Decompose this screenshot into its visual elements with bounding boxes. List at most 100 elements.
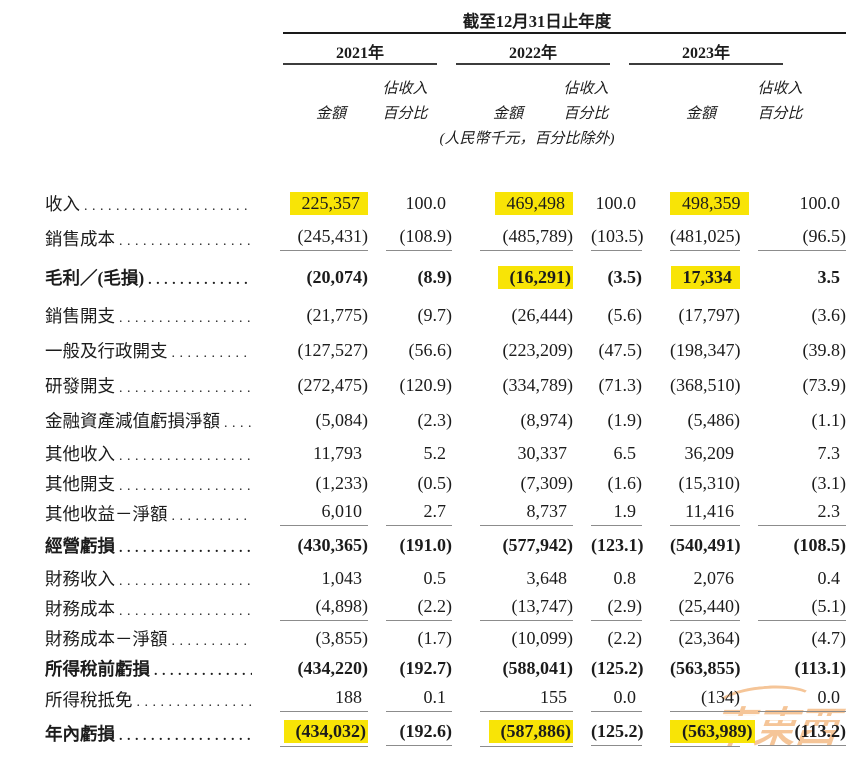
percent-cell: (1.6) bbox=[573, 468, 643, 498]
percent-cell: 0.5 bbox=[368, 563, 452, 593]
percent-cell: (191.0) bbox=[368, 528, 453, 563]
percent-cell: (5.6) bbox=[573, 298, 643, 333]
cell-value: (434,032) bbox=[295, 720, 367, 741]
cell-value: (123.1) bbox=[591, 535, 644, 555]
table-row: 銷售開支....................................… bbox=[30, 298, 846, 333]
amount-cell: (198,347) bbox=[642, 333, 741, 368]
cell-value: 0.0 bbox=[817, 687, 841, 707]
cell-value: (10,099) bbox=[511, 627, 574, 648]
header-top-rule bbox=[283, 32, 846, 34]
percent-cell: 2.3 bbox=[740, 498, 846, 528]
percent-cell: (103.5) bbox=[573, 221, 644, 256]
cell-value: (3,855) bbox=[315, 627, 369, 648]
percent-cell: 100.0 bbox=[368, 186, 452, 221]
cell-value: (272,475) bbox=[297, 375, 369, 395]
percent-cell: 2.7 bbox=[368, 498, 452, 528]
cell-value: (540,491) bbox=[670, 535, 741, 555]
percent-cell: (56.6) bbox=[368, 333, 453, 368]
cell-value: (5.6) bbox=[607, 305, 643, 325]
percent-cell: (3.1) bbox=[740, 468, 847, 498]
cell-value: 2,076 bbox=[693, 567, 735, 588]
cell-value: 0.1 bbox=[423, 687, 447, 707]
amount-cell: (563,989) bbox=[642, 715, 755, 751]
amount-cell: 2,076 bbox=[642, 563, 740, 593]
percent-cell: (113.2) bbox=[740, 715, 846, 751]
table-row: 其他開支....................................… bbox=[30, 468, 846, 498]
cell-value: (17,797) bbox=[678, 305, 741, 325]
income-statement-table: 收入......................................… bbox=[30, 186, 846, 751]
cell-value: 225,357 bbox=[301, 193, 361, 213]
percent-cell: 1.9 bbox=[573, 498, 642, 528]
cell-value: 5.2 bbox=[423, 442, 447, 463]
percent-cell: 0.0 bbox=[740, 684, 846, 715]
cell-value: (2.2) bbox=[417, 595, 453, 616]
cell-value: (563,989) bbox=[682, 720, 753, 741]
cell-value: 17,334 bbox=[682, 266, 733, 287]
cell-value: 100.0 bbox=[799, 193, 841, 213]
cell-value: (125.2) bbox=[591, 720, 644, 741]
cell-value: (73.9) bbox=[802, 375, 847, 395]
cell-value: (120.9) bbox=[399, 375, 453, 395]
cell-value: 100.0 bbox=[405, 193, 447, 213]
percent-cell: (108.5) bbox=[740, 528, 847, 563]
amount-cell: (26,444) bbox=[452, 298, 574, 333]
amount-cell: 17,334 bbox=[642, 256, 740, 298]
percent-cell: (71.3) bbox=[573, 368, 643, 403]
percent-cell: (108.9) bbox=[368, 221, 452, 256]
amount-cell: (223,209) bbox=[452, 333, 574, 368]
row-label: 財務成本－淨額 bbox=[45, 628, 168, 649]
year-header-2022: 2022年 bbox=[508, 45, 558, 62]
percent-cell: (192.6) bbox=[368, 715, 452, 751]
cell-value: (198,347) bbox=[670, 340, 741, 360]
highlight: 469,498 bbox=[494, 192, 573, 215]
row-label: 所得稅抵免 bbox=[45, 690, 133, 710]
dot-leader: ........................................… bbox=[119, 603, 252, 619]
row-label-cell: 其他開支....................................… bbox=[30, 468, 252, 498]
cell-value: 0.4 bbox=[817, 567, 841, 588]
cell-value: (1.7) bbox=[417, 627, 453, 648]
percent-cell: (192.7) bbox=[368, 653, 453, 684]
dot-leader: ........................................… bbox=[119, 728, 252, 744]
amount-cell: 498,359 bbox=[642, 186, 749, 221]
amount-cell: (588,041) bbox=[452, 653, 574, 684]
row-label-cell: 銷售開支....................................… bbox=[30, 298, 252, 333]
percent-cell: (4.7) bbox=[740, 623, 847, 653]
row-label: 所得稅前虧損 bbox=[45, 659, 150, 679]
row-label-cell: 財務收入....................................… bbox=[30, 563, 252, 593]
percent-cell: (1.7) bbox=[368, 623, 453, 653]
year-underline bbox=[283, 63, 437, 65]
percent-cell: (120.9) bbox=[368, 368, 453, 403]
row-label: 一般及行政開支 bbox=[45, 341, 168, 361]
table-row: 財務成本－淨額.................................… bbox=[30, 623, 846, 653]
cell-value: 469,498 bbox=[506, 193, 566, 213]
amount-cell: 36,209 bbox=[642, 438, 740, 468]
dot-leader: ........................................… bbox=[171, 633, 253, 649]
amount-cell: 225,357 bbox=[252, 186, 368, 221]
table-row: 所得稅前虧損..................................… bbox=[30, 653, 846, 684]
row-label: 年內虧損 bbox=[45, 723, 115, 744]
cell-value: (563,855) bbox=[670, 658, 741, 678]
cell-value: (15,310) bbox=[678, 472, 741, 493]
year-underline bbox=[456, 63, 610, 65]
dot-leader: ........................................… bbox=[136, 695, 253, 710]
cell-value: 0.0 bbox=[613, 687, 637, 707]
cell-value: (71.3) bbox=[598, 375, 643, 395]
amount-cell: 8,737 bbox=[452, 498, 573, 528]
amount-cell: (3,855) bbox=[252, 623, 369, 653]
row-label: 其他開支 bbox=[45, 473, 115, 494]
cell-value: (113.1) bbox=[794, 658, 847, 678]
table-row: 收入......................................… bbox=[30, 186, 846, 221]
cell-value: (21,775) bbox=[306, 305, 369, 325]
dot-leader: ........................................… bbox=[119, 478, 252, 494]
cell-value: (481,025) bbox=[670, 226, 741, 246]
dot-leader: ........................................… bbox=[119, 311, 252, 326]
row-label-cell: 經營虧損....................................… bbox=[30, 528, 252, 563]
cell-value: (334,789) bbox=[502, 375, 574, 395]
cell-value: (4.7) bbox=[811, 627, 847, 648]
cell-value: 11,793 bbox=[313, 442, 362, 463]
percent-cell: (73.9) bbox=[740, 368, 847, 403]
col-header-amount: 金額 bbox=[685, 106, 717, 122]
row-label-cell: 其他收入....................................… bbox=[30, 438, 252, 468]
cell-value: 6.5 bbox=[613, 442, 637, 463]
amount-cell: 469,498 bbox=[452, 186, 573, 221]
